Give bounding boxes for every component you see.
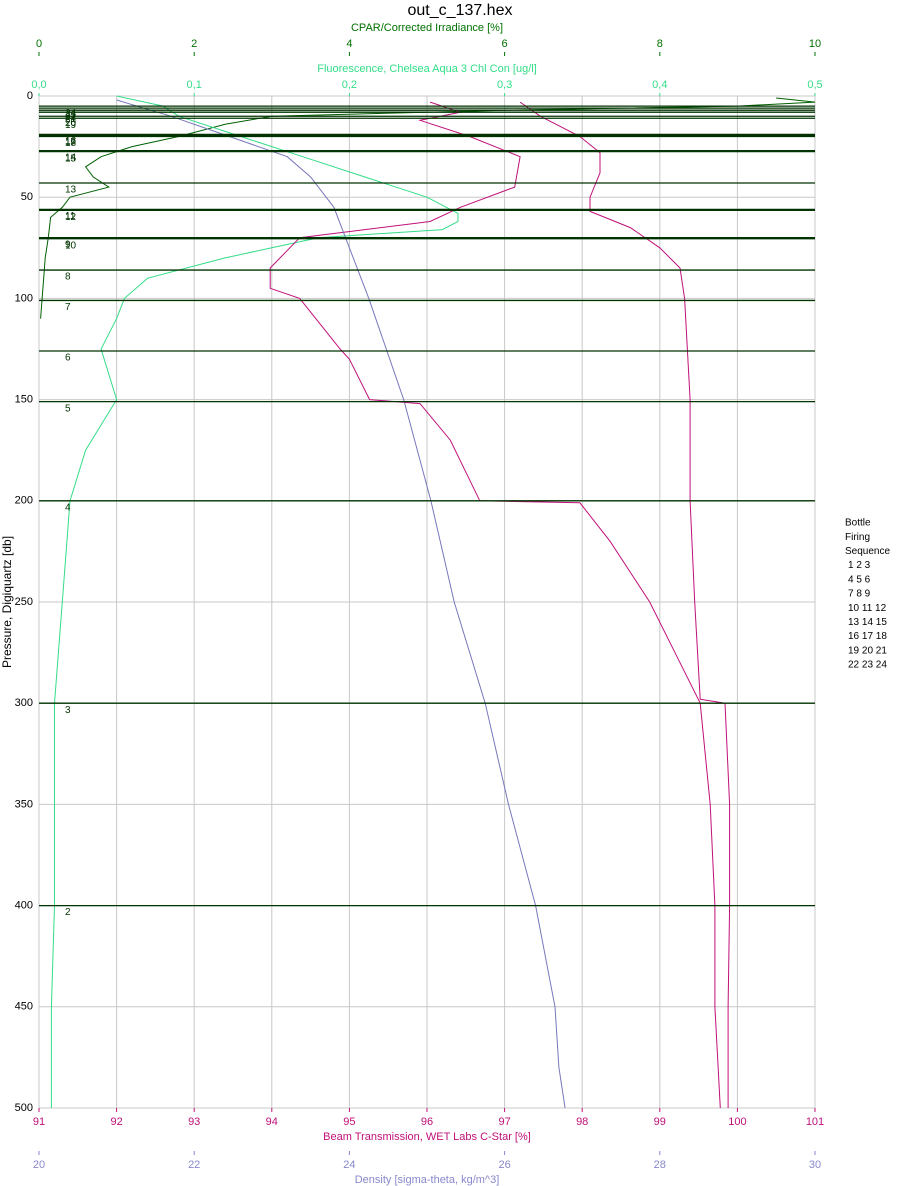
legend-text: 4 5 6 bbox=[848, 574, 871, 585]
bottle-label: 12 bbox=[65, 212, 77, 223]
bottle-label: 15 bbox=[65, 153, 77, 164]
x-tick-label: 6 bbox=[502, 38, 508, 50]
x-tick-label: 92 bbox=[110, 1116, 122, 1128]
bottle-label: 19 bbox=[65, 120, 77, 131]
x-tick-label: 95 bbox=[343, 1116, 355, 1128]
legend-text: 19 20 21 bbox=[848, 645, 887, 656]
bottle-label: 4 bbox=[65, 502, 71, 513]
x-tick-label: 96 bbox=[421, 1116, 433, 1128]
y-tick-label: 350 bbox=[15, 798, 33, 810]
y-tick-label: 300 bbox=[15, 697, 33, 709]
legend-text: Sequence bbox=[845, 546, 890, 557]
legend-text: 16 17 18 bbox=[848, 631, 887, 642]
x-tick-label: 24 bbox=[343, 1159, 355, 1171]
x-tick-label: 2 bbox=[191, 38, 197, 50]
bottle-label: 8 bbox=[65, 272, 71, 283]
x-tick-label: 100 bbox=[728, 1116, 746, 1128]
x-axis-title: CPAR/Corrected Irradiance [%] bbox=[351, 22, 503, 34]
bottle-label: 22 bbox=[65, 112, 77, 123]
legend-text: 13 14 15 bbox=[848, 617, 887, 628]
bottle-label: 10 bbox=[65, 240, 77, 251]
x-tick-label: 0,1 bbox=[187, 79, 202, 91]
bottle-label: 17 bbox=[65, 137, 77, 148]
x-tick-label: 91 bbox=[33, 1116, 45, 1128]
x-tick-label: 30 bbox=[809, 1159, 821, 1171]
x-axis-title: Density [sigma-theta, kg/m^3] bbox=[355, 1174, 500, 1186]
x-tick-label: 22 bbox=[188, 1159, 200, 1171]
y-tick-label: 500 bbox=[15, 1102, 33, 1114]
profile-line bbox=[269, 101, 721, 1109]
y-tick-label: 50 bbox=[21, 191, 33, 203]
x-tick-label: 0,2 bbox=[342, 79, 357, 91]
x-tick-label: 0,3 bbox=[497, 79, 512, 91]
profile-line bbox=[50, 95, 459, 1108]
y-tick-label: 100 bbox=[15, 292, 33, 304]
bottle-label: 9 bbox=[65, 239, 71, 250]
legend-text: Firing bbox=[845, 532, 870, 543]
bottle-label: 2 bbox=[65, 907, 71, 918]
profile-line bbox=[116, 99, 566, 1109]
x-tick-label: 4 bbox=[346, 38, 352, 50]
x-tick-label: 93 bbox=[188, 1116, 200, 1128]
bottle-label: 3 bbox=[65, 705, 71, 716]
x-tick-label: 0,5 bbox=[807, 79, 822, 91]
profile-line bbox=[40, 97, 816, 319]
y-tick-label: 150 bbox=[15, 394, 33, 406]
x-tick-label: 28 bbox=[654, 1159, 666, 1171]
x-tick-label: 0,0 bbox=[31, 79, 46, 91]
x-tick-label: 98 bbox=[576, 1116, 588, 1128]
bottle-label: 14 bbox=[65, 152, 77, 163]
x-tick-label: 0 bbox=[36, 38, 42, 50]
x-axis-title: Beam Transmission, WET Labs C-Star [%] bbox=[323, 1131, 531, 1143]
bottle-label: 16 bbox=[65, 136, 77, 147]
x-tick-label: 0,4 bbox=[652, 79, 667, 91]
legend-text: 1 2 3 bbox=[848, 560, 871, 571]
bottle-label: 5 bbox=[65, 403, 71, 414]
y-tick-label: 400 bbox=[15, 900, 33, 912]
bottle-label: 13 bbox=[65, 185, 77, 196]
x-tick-label: 99 bbox=[654, 1116, 666, 1128]
x-tick-label: 8 bbox=[657, 38, 663, 50]
bottle-label: 11 bbox=[65, 211, 76, 222]
x-tick-label: 101 bbox=[806, 1116, 824, 1128]
profile-line bbox=[519, 101, 731, 1108]
legend-text: Bottle bbox=[845, 518, 871, 529]
bottle-label: 24 bbox=[65, 108, 77, 119]
x-tick-label: 20 bbox=[33, 1159, 45, 1171]
y-tick-label: 450 bbox=[15, 1001, 33, 1013]
y-axis-title: Pressure, Digiquartz [db] bbox=[0, 536, 14, 668]
x-tick-label: 26 bbox=[498, 1159, 510, 1171]
y-tick-label: 250 bbox=[15, 596, 33, 608]
x-tick-label: 10 bbox=[809, 38, 821, 50]
x-axis-title: Fluorescence, Chelsea Aqua 3 Chl Con [ug… bbox=[317, 63, 537, 75]
bottle-label: 6 bbox=[65, 353, 71, 364]
x-tick-label: 97 bbox=[498, 1116, 510, 1128]
legend-text: 10 11 12 bbox=[848, 603, 887, 614]
chart-title: out_c_137.hex bbox=[408, 2, 513, 19]
y-tick-label: 200 bbox=[15, 495, 33, 507]
legend-text: 7 8 9 bbox=[848, 589, 871, 600]
bottle-label: 23 bbox=[65, 110, 77, 121]
x-tick-label: 94 bbox=[266, 1116, 278, 1128]
bottle-label: 21 bbox=[65, 114, 77, 125]
y-tick-label: 0 bbox=[27, 90, 33, 102]
legend-text: 22 23 24 bbox=[848, 660, 887, 671]
bottle-label: 20 bbox=[65, 118, 77, 129]
bottle-label: 7 bbox=[65, 302, 71, 313]
bottle-label: 18 bbox=[65, 138, 77, 149]
